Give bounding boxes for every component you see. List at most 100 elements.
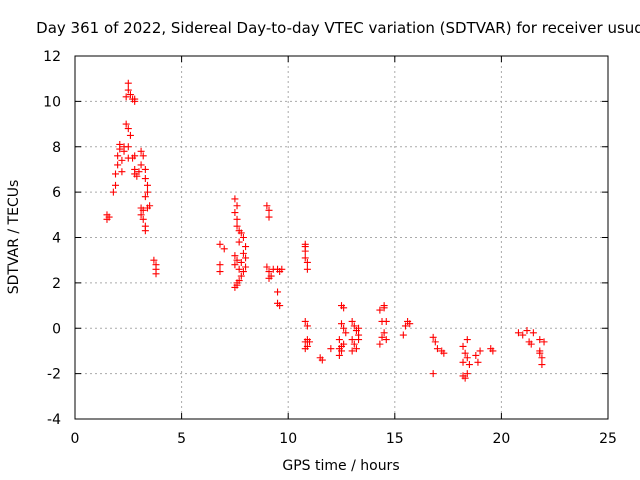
chart-title: Day 361 of 2022, Sidereal Day-to-day VTE… <box>36 19 640 37</box>
data-point <box>338 320 345 328</box>
y-tick-label: 8 <box>52 140 61 156</box>
data-point <box>139 152 147 160</box>
data-point <box>303 265 311 273</box>
data-point <box>265 206 273 214</box>
data-point <box>401 322 409 330</box>
data-point <box>263 263 271 271</box>
data-point <box>131 95 139 103</box>
data-point <box>463 336 471 344</box>
data-point <box>276 302 284 310</box>
data-point <box>141 165 149 173</box>
data-point <box>114 152 122 160</box>
data-point <box>536 349 544 357</box>
data-point <box>476 347 484 355</box>
data-point <box>348 336 356 344</box>
data-point <box>350 340 358 348</box>
data-point <box>239 234 247 241</box>
data-point <box>139 206 147 214</box>
data-point <box>318 356 326 364</box>
data-point <box>301 317 309 325</box>
data-point <box>382 317 390 325</box>
data-point <box>263 202 271 210</box>
data-point <box>540 338 548 346</box>
data-point <box>233 202 241 210</box>
y-tick-label: 12 <box>43 49 61 65</box>
y-tick-label: 0 <box>52 321 61 337</box>
data-point <box>376 340 384 348</box>
data-point <box>242 254 250 262</box>
y-axis-label: SDTVAR / TECUs <box>6 180 22 295</box>
y-tick-label: 6 <box>52 185 61 201</box>
data-point <box>461 374 469 382</box>
data-point <box>216 240 224 248</box>
data-point <box>378 333 386 341</box>
data-point <box>538 361 546 369</box>
data-point <box>340 324 348 332</box>
data-point <box>538 354 546 362</box>
data-point <box>301 243 309 251</box>
data-point <box>112 181 120 189</box>
data-point <box>141 227 149 235</box>
data-point <box>235 265 243 273</box>
data-point <box>237 229 245 237</box>
x-axis-label: GPS time / hours <box>282 458 399 474</box>
data-point <box>118 168 126 176</box>
data-point <box>146 202 154 210</box>
data-point <box>242 263 250 271</box>
data-point <box>216 268 224 276</box>
data-point <box>489 347 497 355</box>
data-point <box>231 283 239 291</box>
data-point <box>429 333 437 341</box>
x-tick-label: 20 <box>492 431 510 447</box>
data-point <box>514 329 522 337</box>
data-point <box>529 329 537 337</box>
data-point <box>118 156 126 164</box>
data-point <box>461 349 469 357</box>
data-point <box>376 306 384 314</box>
data-point <box>152 270 160 278</box>
x-tick-label: 0 <box>71 431 80 447</box>
data-point <box>124 79 132 87</box>
data-point <box>137 147 145 155</box>
data-point <box>105 213 113 221</box>
data-point <box>350 322 358 330</box>
data-point <box>399 331 407 339</box>
x-tick-label: 10 <box>279 431 297 447</box>
data-point <box>265 213 273 221</box>
data-point <box>126 131 134 139</box>
data-point <box>135 168 143 176</box>
data-point <box>137 161 145 169</box>
data-point <box>278 265 286 273</box>
data-point <box>237 272 245 280</box>
data-point <box>265 268 273 276</box>
grid-lines <box>75 56 608 419</box>
data-point <box>239 249 247 257</box>
y-tick-label: -2 <box>47 367 61 383</box>
data-point <box>465 361 473 369</box>
data-point <box>348 317 356 325</box>
data-point <box>143 188 151 196</box>
x-tick-label: 5 <box>177 431 186 447</box>
data-point <box>433 345 441 353</box>
data-point <box>139 215 147 223</box>
data-point <box>116 140 124 148</box>
data-marks <box>103 79 548 382</box>
data-point <box>303 336 311 344</box>
data-point <box>141 193 149 201</box>
data-point <box>431 338 439 346</box>
data-point <box>348 347 356 355</box>
data-point <box>265 274 273 282</box>
data-point <box>137 211 145 219</box>
data-point <box>124 86 132 94</box>
x-tick-label: 15 <box>386 431 404 447</box>
data-point <box>382 336 390 344</box>
data-point <box>114 161 122 169</box>
data-point <box>335 336 343 344</box>
data-point <box>340 304 348 312</box>
data-point <box>355 324 363 332</box>
data-point <box>474 358 482 366</box>
data-point <box>335 345 343 353</box>
data-point <box>231 261 239 269</box>
y-tick-label: 10 <box>43 94 61 110</box>
data-point <box>143 181 151 189</box>
